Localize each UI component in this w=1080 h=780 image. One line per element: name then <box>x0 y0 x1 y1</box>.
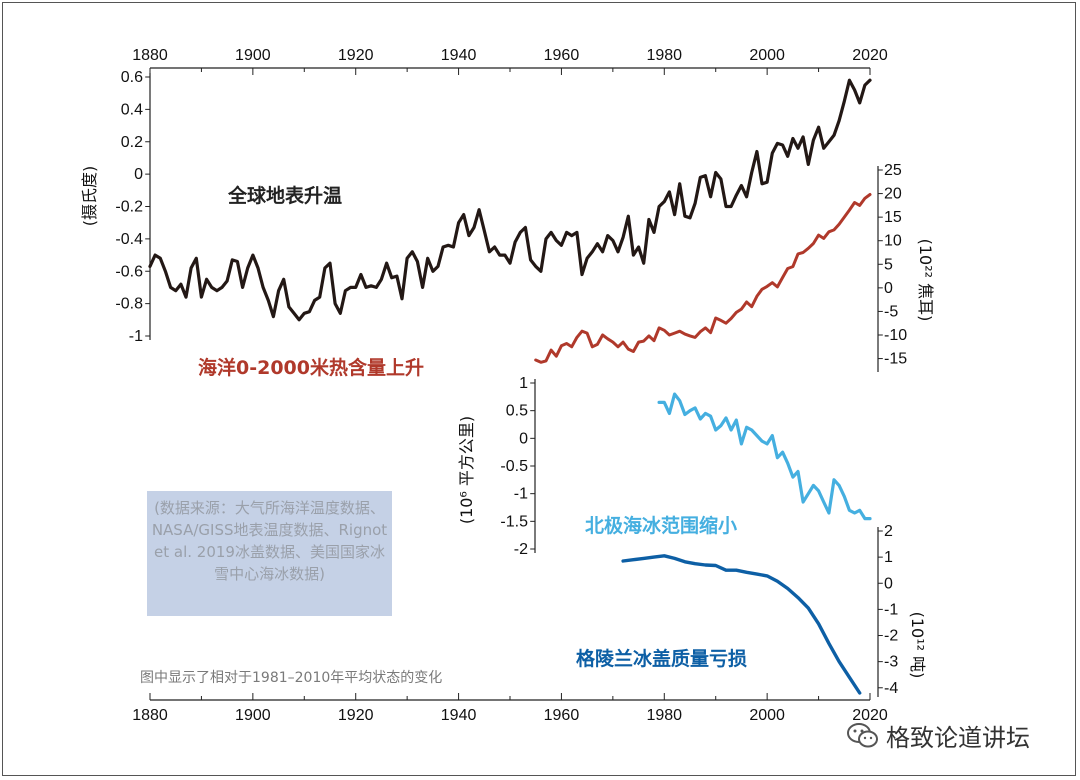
y-tick-label: 0 <box>134 166 143 183</box>
ocean-ylabel: (10²² 焦耳) <box>916 239 935 322</box>
y-tick-label: 1 <box>884 549 893 566</box>
y-tick-label: 0.5 <box>506 403 528 420</box>
x-tick-label-bottom: 1940 <box>441 707 477 724</box>
y-tick-label: 15 <box>884 209 902 226</box>
y-tick-label: -1 <box>884 601 898 618</box>
y-tick-label: -10 <box>884 327 907 344</box>
watermark-text: 格致论道讲坛 <box>886 724 1030 752</box>
x-tick-label-bottom: 1980 <box>646 707 682 724</box>
x-tick-label-bottom: 1880 <box>132 707 168 724</box>
x-tick-label-bottom: 1900 <box>235 707 271 724</box>
x-tick-label-bottom: 1920 <box>338 707 374 724</box>
x-tick-label-top: 2000 <box>749 47 785 64</box>
y-tick-label: 25 <box>884 162 902 179</box>
wechat-icon <box>847 722 878 747</box>
arctic-ice-title: 北极海冰范围缩小 <box>585 514 737 537</box>
greenland-ice-line <box>621 554 862 695</box>
y-tick-label: 0 <box>884 280 893 297</box>
data-source-note: (数据来源：大气所海洋温度数据、NASA/GISS地表温度数据、Rignot e… <box>147 491 392 616</box>
y-tick-label: 0.6 <box>121 69 143 86</box>
arctic-ylabel: (10⁶ 平方公里) <box>457 416 476 524</box>
y-tick-label: -1.5 <box>500 513 528 530</box>
baseline-footnote: 图中显示了相对于1981–2010年平均状态的变化 <box>140 670 443 686</box>
y-tick-label: -2 <box>884 628 898 645</box>
y-tick-label: 10 <box>884 233 902 250</box>
y-tick-label: -4 <box>884 680 898 697</box>
y-tick-label: -0.8 <box>115 296 143 313</box>
x-tick-label-top: 1900 <box>235 47 271 64</box>
watermark: 格致论道讲坛 <box>846 718 1030 753</box>
x-tick-label-top: 2020 <box>852 47 888 64</box>
y-tick-label: -1 <box>129 328 143 345</box>
y-tick-label: 2 <box>884 523 893 540</box>
greenland-ylabel: (10¹² 吨) <box>908 612 927 679</box>
y-tick-label: -0.4 <box>115 231 143 248</box>
y-tick-label: 1 <box>519 375 528 392</box>
arctic-ice-line <box>657 392 872 521</box>
y-tick-label: 0 <box>884 575 893 592</box>
x-tick-label-bottom: 1960 <box>544 707 580 724</box>
y-tick-label: -2 <box>514 541 528 558</box>
y-tick-label: 5 <box>884 256 893 273</box>
y-tick-label: -1 <box>514 486 528 503</box>
y-tick-label: -15 <box>884 351 907 368</box>
global-temp-title: 全球地表升温 <box>227 184 342 207</box>
y-tick-label: 0.4 <box>121 101 143 118</box>
x-tick-label-bottom: 2020 <box>852 707 888 724</box>
y-tick-label: 0 <box>519 430 528 447</box>
ocean-heat-title: 海洋0-2000米热含量上升 <box>198 356 424 379</box>
y-tick-label: 0.2 <box>121 134 143 151</box>
ocean-heat-line <box>534 193 872 364</box>
y-tick-label: -0.5 <box>500 458 528 475</box>
x-tick-label-top: 1940 <box>441 47 477 64</box>
y-tick-label: -5 <box>884 303 898 320</box>
x-tick-label-top: 1880 <box>132 47 168 64</box>
x-tick-label-top: 1960 <box>544 47 580 64</box>
greenland-ice-title: 格陵兰冰盖质量亏损 <box>576 647 747 670</box>
x-tick-label-bottom: 2000 <box>749 707 785 724</box>
y-tick-label: 20 <box>884 186 902 203</box>
x-tick-label-top: 1920 <box>338 47 374 64</box>
temp-ylabel: (摄氏度) <box>80 166 99 227</box>
y-tick-label: -0.2 <box>115 199 143 216</box>
y-tick-label: -3 <box>884 654 898 671</box>
x-tick-label-top: 1980 <box>646 47 682 64</box>
y-tick-label: -0.6 <box>115 263 143 280</box>
global-temp-line <box>148 78 872 322</box>
